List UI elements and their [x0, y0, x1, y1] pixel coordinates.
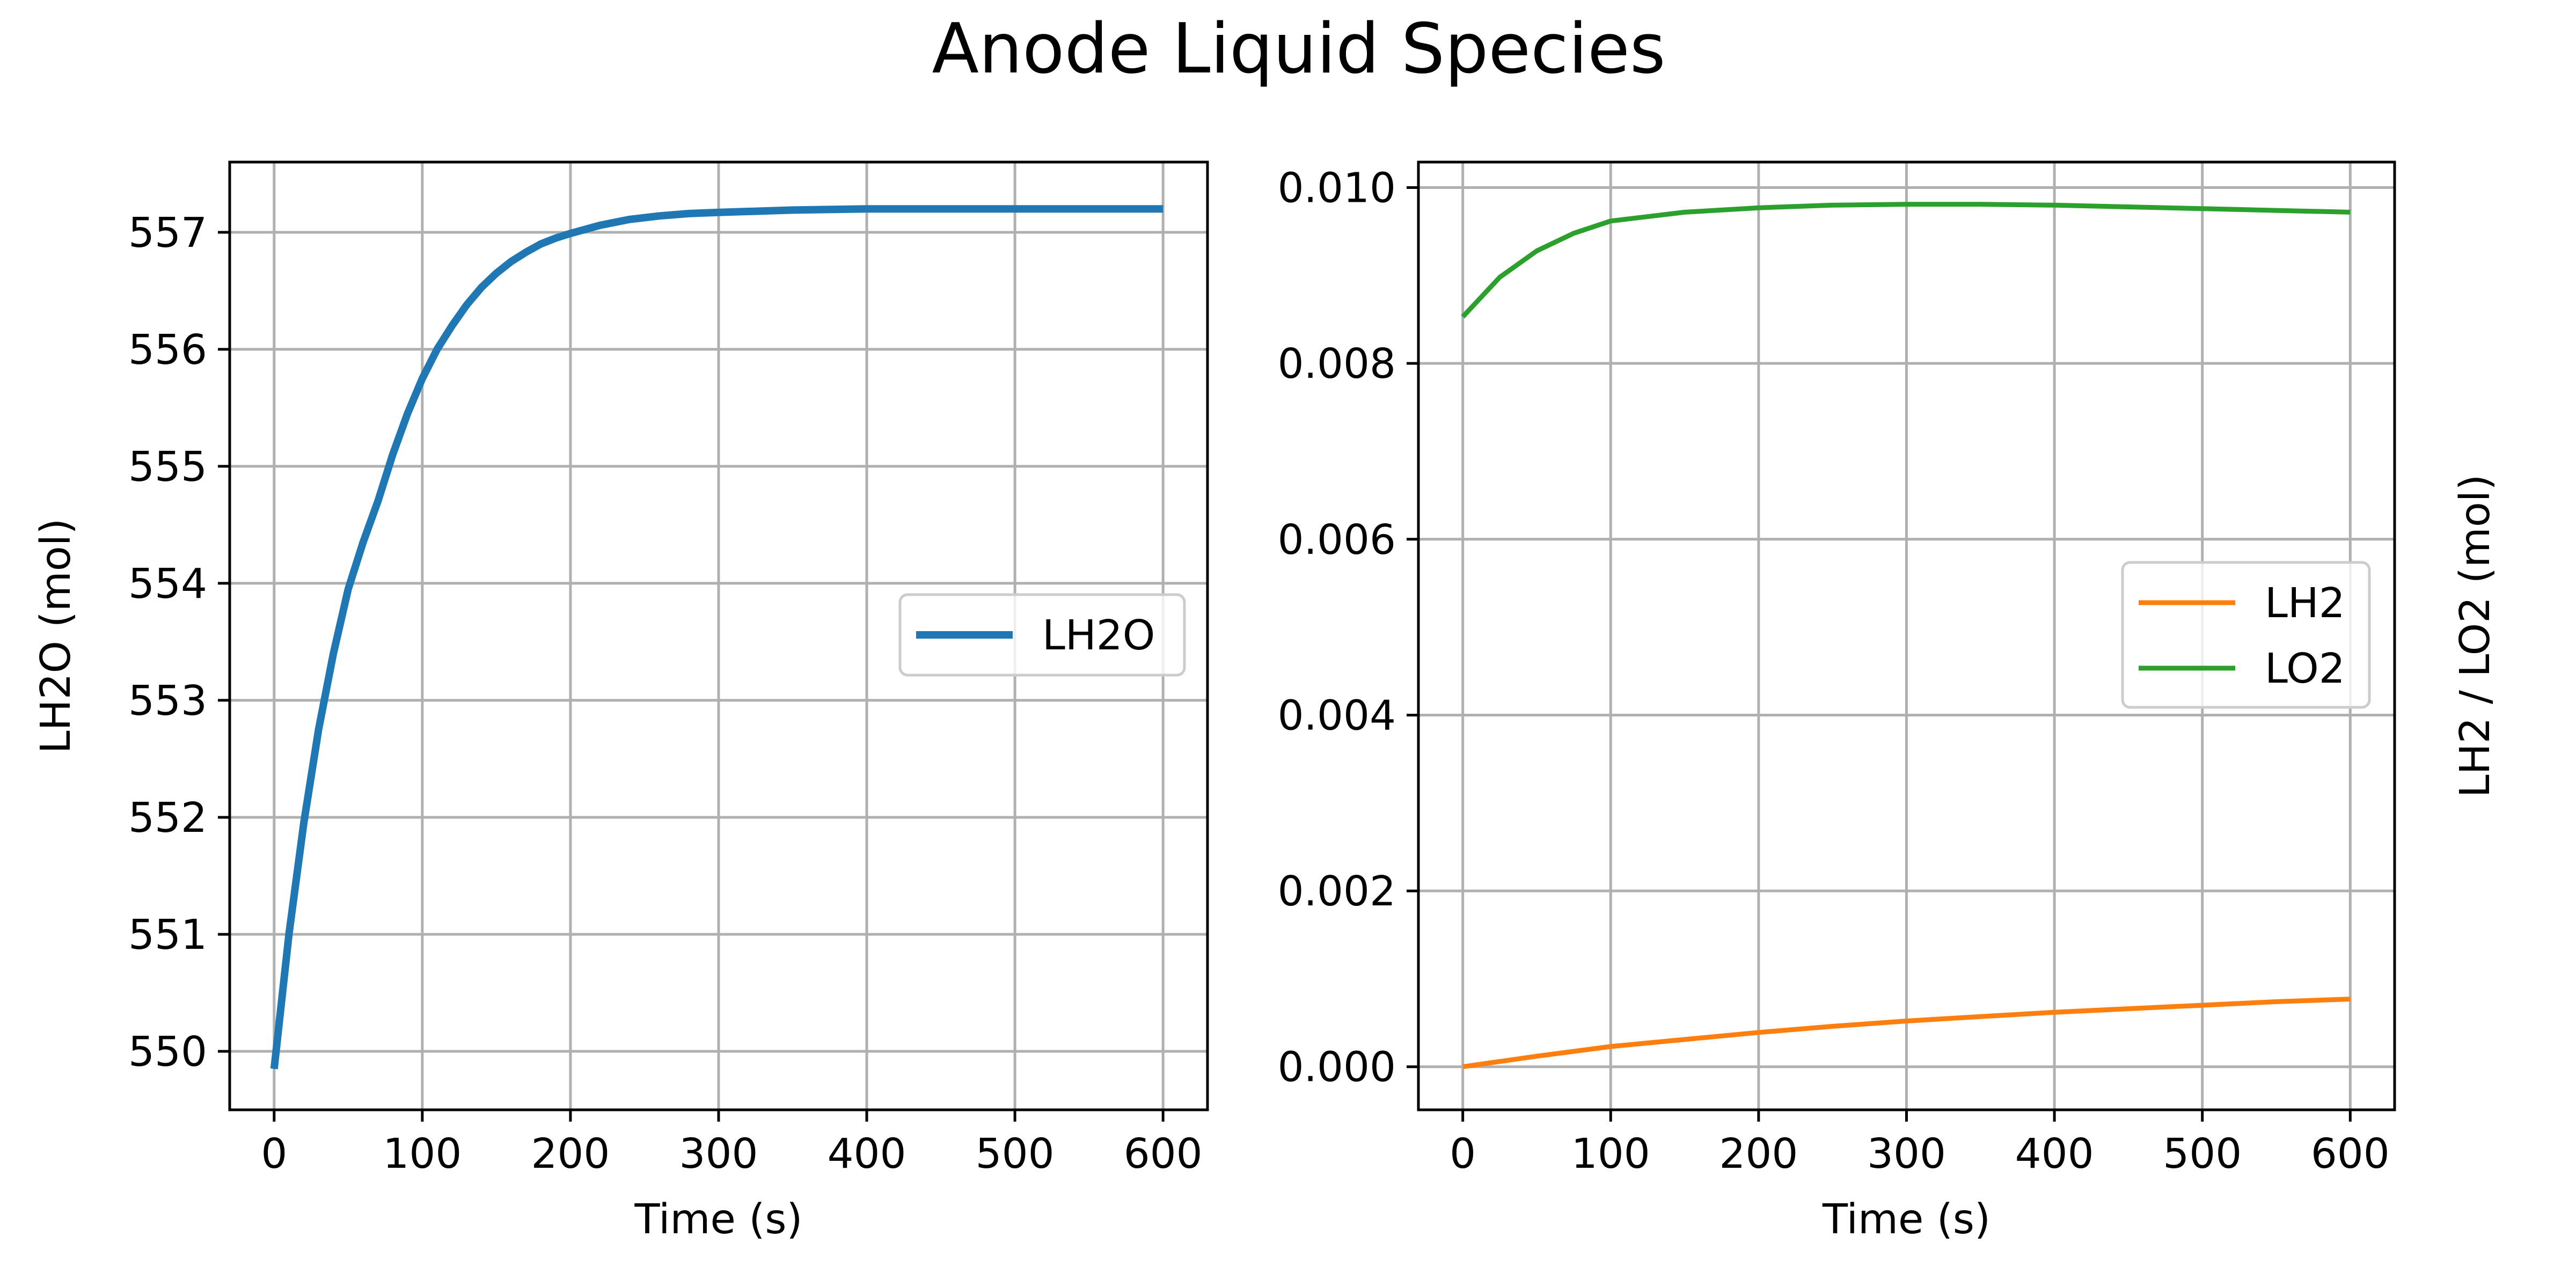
- chart-0-y-tick-label-6: 556: [128, 326, 207, 374]
- chart-1-y-tick-label-1: 0.002: [1278, 868, 1396, 916]
- chart-1-series-line-lh2: [1462, 997, 2351, 1070]
- chart-1-y-tick-label-5: 0.010: [1278, 165, 1396, 213]
- chart-0-x-tick-label-1: 100: [383, 1130, 462, 1178]
- chart-1-y-tick-label-0: 0.000: [1278, 1044, 1396, 1092]
- chart-1-x-tick-label-6: 600: [2311, 1130, 2390, 1178]
- chart-1-y-axis-label: LH2 / LO2 (mol): [2451, 474, 2499, 798]
- chart-1-x-tick-label-3: 300: [1867, 1130, 1946, 1178]
- chart-1-y-tick-label-3: 0.006: [1278, 516, 1396, 564]
- chart-0-x-tick-label-3: 300: [679, 1130, 758, 1178]
- chart-0-y-axis-label: LH2O (mol): [32, 518, 80, 753]
- chart-0-x-tick-label-4: 400: [828, 1130, 906, 1178]
- chart-1-legend-label-lh2: LH2: [2265, 580, 2345, 627]
- chart-0-x-tick-label-2: 200: [531, 1130, 610, 1178]
- chart-1-legend-label-lo2: LO2: [2265, 645, 2345, 693]
- chart-0-x-axis-label: Time (s): [634, 1196, 802, 1243]
- chart-0-y-tick-label-7: 557: [128, 209, 207, 257]
- figure-title: Anode Liquid Species: [932, 9, 1665, 89]
- chart-1-x-tick-label-1: 100: [1571, 1130, 1650, 1178]
- chart-0-y-tick-label-2: 552: [128, 794, 207, 842]
- chart-1-series-line-lo2: [1461, 202, 2351, 319]
- chart-0-y-tick-label-0: 550: [128, 1028, 207, 1076]
- chart-0-series-line-lh2o: [270, 205, 1163, 1070]
- chart-0-legend: LH2O: [898, 593, 1186, 677]
- chart-1-x-tick-label-0: 0: [1450, 1130, 1476, 1178]
- chart-1-x-axis-label: Time (s): [1822, 1196, 1990, 1243]
- chart-0-legend-box: [898, 593, 1186, 677]
- panel-lh2o: 0 100 200 300 400 500 600 550 551 552 553 554 555 556…: [32, 160, 1209, 1243]
- panel-lh2-lo2: 0 100 200 300 400 500 600 0.000 0.002 0.004 0.006 0…: [1278, 160, 2499, 1243]
- chart-0-y-tick-label-5: 555: [128, 443, 207, 491]
- chart-1-y-tick-label-2: 0.004: [1278, 692, 1396, 740]
- chart-0-y-tick-label-1: 551: [128, 911, 207, 959]
- chart-1-y-tick-label-4: 0.008: [1278, 340, 1396, 388]
- chart-0-y-tick-label-4: 554: [128, 560, 207, 608]
- chart-0-y-tick-label-3: 553: [128, 677, 207, 725]
- chart-0-legend-label-lh2o: LH2O: [1042, 612, 1155, 660]
- chart-0-x-tick-label-5: 500: [976, 1130, 1055, 1178]
- chart-1-x-tick-label-5: 500: [2163, 1130, 2242, 1178]
- chart-0-x-tick-label-6: 600: [1124, 1130, 1203, 1178]
- chart-1-x-tick-label-2: 200: [1719, 1130, 1798, 1178]
- chart-1-x-tick-label-4: 400: [2015, 1130, 2094, 1178]
- chart-1-legend-box: [2121, 561, 2371, 709]
- chart-0-x-tick-label-0: 0: [261, 1130, 287, 1178]
